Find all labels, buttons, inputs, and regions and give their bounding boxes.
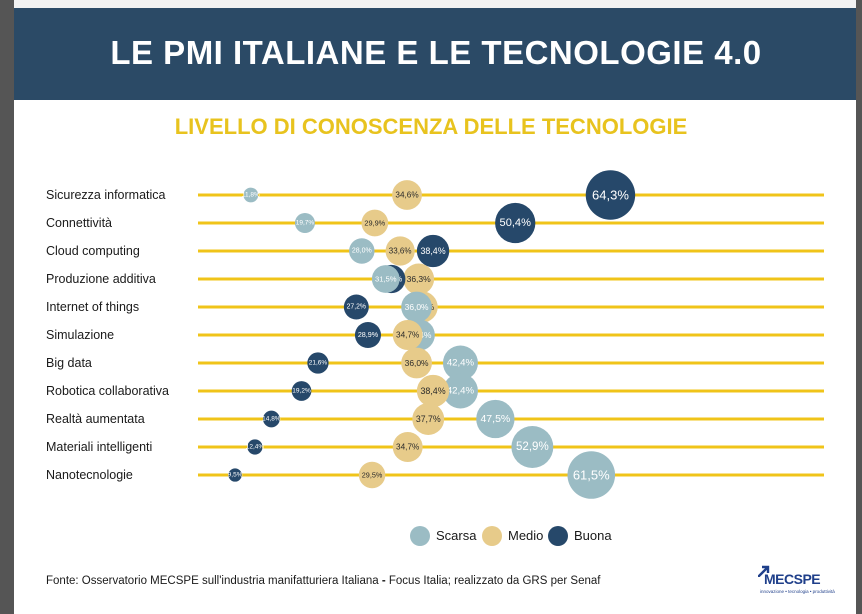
top-strip: [14, 0, 858, 8]
source-separator: -: [378, 575, 389, 587]
bubble-buona: [307, 352, 329, 374]
bubble-value-label: 11,8%: [242, 192, 260, 199]
bubble-scarsa: [476, 399, 515, 439]
bubble-value-label: 37,7%: [416, 414, 441, 424]
chart-title: LIVELLO DI CONOSCENZA DELLE TECNOLOGIE: [174, 114, 688, 139]
bubble-value-label: 21,6%: [309, 360, 328, 367]
logo-text: MECSPE: [764, 571, 821, 587]
bubble-medio: [392, 432, 423, 462]
bubble-value-label: 64,3%: [592, 188, 629, 203]
legend-dot-buona: [548, 526, 568, 546]
bubble-buona: [262, 410, 280, 428]
bubble-value-label: 36,0%: [405, 358, 429, 368]
header-banner: LE PMI ITALIANE E LE TECNOLOGIE 4.0: [14, 8, 858, 100]
bubble-value-label: 36,0%: [405, 302, 429, 312]
bubble-value-label: 14,8%: [262, 416, 281, 423]
bubble-scarsa: [349, 238, 375, 264]
bubble-scarsa: [442, 373, 478, 409]
category-label: Big data: [46, 356, 92, 370]
bubble-buona: [228, 468, 242, 482]
mecspe-logo: MECSPE innovazione • tecnologia • produt…: [758, 565, 835, 599]
category-label: Materiali intelligenti: [46, 440, 152, 454]
bubble-scarsa: [401, 291, 432, 323]
bubble-medio: [385, 236, 415, 266]
bubble-scarsa: [567, 451, 616, 499]
legend-dot-scarsa: [410, 526, 430, 546]
bubble-value-label: 50,4%: [500, 217, 532, 229]
logo-tagline: innovazione • tecnologia • produttività: [760, 589, 835, 594]
bubble-value-label: 29,9%: [364, 219, 385, 228]
bubble-scarsa: [371, 265, 400, 293]
bubble-value-label: 34,7%: [396, 443, 420, 452]
bubble-value-label: 38,4%: [420, 386, 445, 396]
category-label: Sicurezza informatica: [46, 188, 166, 202]
bubble-medio: [401, 347, 432, 379]
bubble-scarsa: [243, 187, 259, 203]
category-label: Nanotecnologie: [46, 468, 133, 482]
category-label: Simulazione: [46, 328, 114, 342]
category-label: Robotica collaborativa: [46, 384, 169, 398]
source-suffix: Focus Italia; realizzato da GRS per Sena…: [388, 575, 601, 587]
bubble-value-label: 38,4%: [420, 246, 445, 256]
bubble-medio: [392, 180, 422, 210]
bubble-value-label: 42,4%: [447, 358, 475, 369]
bubble-value-label: 12,4%: [246, 444, 265, 451]
bubble-medio: [392, 320, 423, 350]
bubble-buona: [416, 234, 450, 268]
source-prefix: Fonte: Osservatorio MECSPE sull'industri…: [46, 575, 379, 587]
bubble-value-label: 52,9%: [516, 441, 549, 453]
bubble-scarsa: [294, 212, 315, 234]
bubble-buona: [585, 170, 636, 220]
bubble-value-label: 28,0%: [352, 248, 372, 255]
source-note: Fonte: Osservatorio MECSPE sull'industri…: [46, 575, 600, 587]
bubble-medio: [403, 263, 435, 295]
bubble-value-label: 27,2%: [347, 304, 366, 311]
legend-dot-medio: [482, 526, 502, 546]
bubble-value-label: 61,5%: [573, 468, 610, 483]
bubble-buona: [343, 294, 369, 320]
logo-arrow-icon: [758, 565, 770, 577]
bubble-medio: [361, 209, 389, 237]
bubble-value-label: 34,6%: [395, 191, 418, 200]
bubble-value-label: 19,2%: [292, 388, 311, 395]
legend-label-medio: Medio: [508, 528, 544, 543]
bubble-buona: [247, 439, 263, 455]
bubble-value-label: 36,3%: [407, 274, 432, 284]
bubble-medio: [412, 403, 445, 435]
category-label: Cloud computing: [46, 244, 140, 258]
bubble-value-label: 28,9%: [358, 331, 379, 339]
bubble-value-label: 31,5%: [375, 275, 397, 284]
legend-label-buona: Buona: [574, 528, 612, 543]
bubble-value-label: 42,4%: [447, 386, 475, 397]
bubble-value-label: 19,7%: [296, 220, 315, 227]
category-label: Produzione additiva: [46, 272, 156, 286]
bubble-value-label: 9,5%: [228, 472, 243, 479]
category-label: Connettività: [46, 216, 112, 230]
bubble-medio: [358, 461, 386, 489]
bubble-buona: [495, 202, 536, 244]
bubble-scarsa: [442, 345, 478, 381]
bubble-medio: [416, 374, 450, 408]
category-label: Internet of things: [46, 300, 139, 314]
bubble-value-label: 29,5%: [362, 471, 383, 480]
bubble-value-label: 33,6%: [389, 247, 412, 256]
bubble-value-label: 34,7%: [396, 331, 420, 340]
bubble-value-label: 47,5%: [480, 413, 510, 425]
bubble-buona: [354, 321, 382, 349]
legend-label-scarsa: Scarsa: [436, 528, 477, 543]
bubble-scarsa: [511, 426, 554, 468]
page-title: LE PMI ITALIANE E LE TECNOLOGIE 4.0: [110, 34, 762, 71]
category-label: Realtà aumentata: [46, 412, 145, 426]
bubble-buona: [291, 381, 312, 401]
